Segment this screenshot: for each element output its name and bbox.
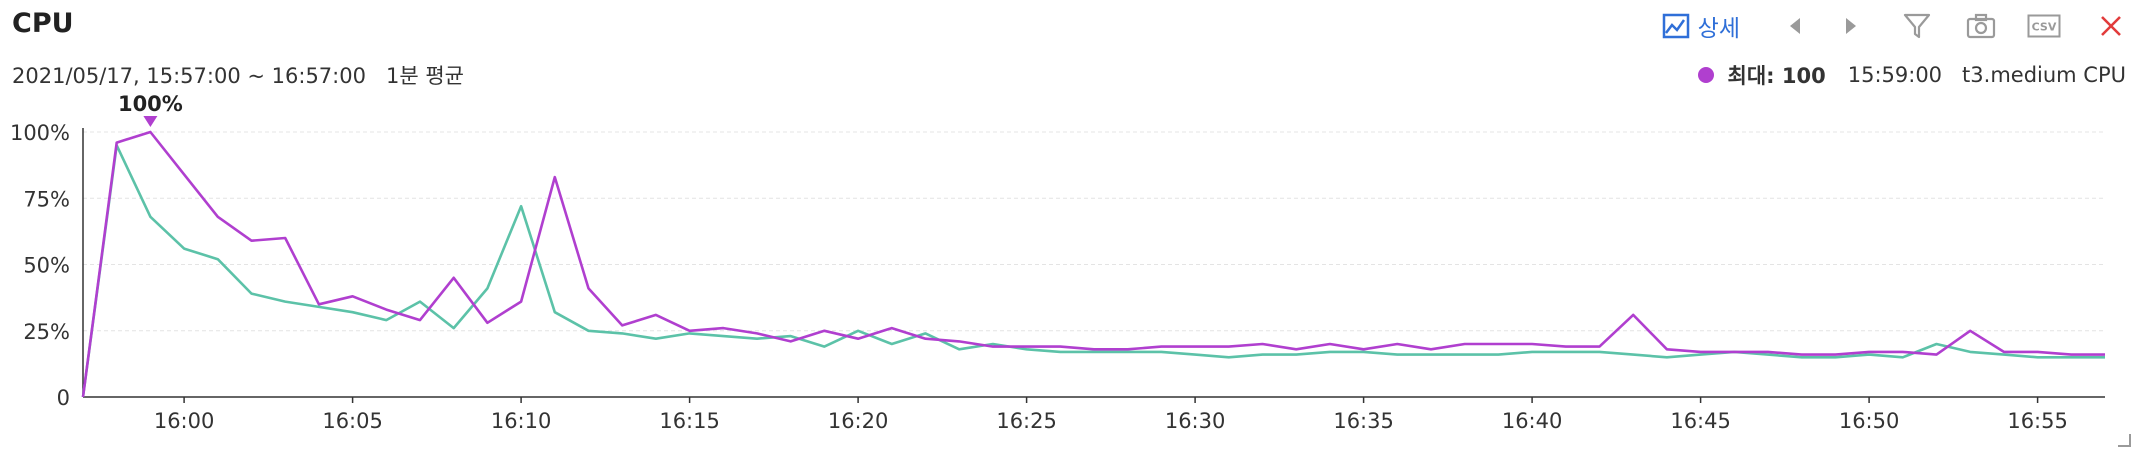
x-tick-label: 16:15 bbox=[659, 409, 720, 433]
svg-text:CSV: CSV bbox=[2032, 21, 2057, 34]
y-tick-label: 50% bbox=[23, 254, 70, 278]
x-tick-label: 16:05 bbox=[322, 409, 383, 433]
time-range-label: 2021/05/17, 15:57:00 ~ 16:57:00 1분 평균 bbox=[12, 64, 464, 88]
detail-button[interactable]: 상세 bbox=[1662, 8, 1740, 44]
chart-title: CPU bbox=[12, 8, 74, 39]
chevron-left-icon[interactable] bbox=[1780, 8, 1810, 44]
legend-swatch bbox=[1697, 67, 1714, 83]
y-tick-label: 75% bbox=[23, 187, 70, 211]
x-tick-label: 16:00 bbox=[154, 409, 215, 433]
resize-handle[interactable] bbox=[2116, 432, 2132, 448]
max-annotation-label: 100% bbox=[118, 92, 183, 116]
x-tick-label: 16:30 bbox=[1165, 409, 1226, 433]
series-line-1 bbox=[81, 130, 2105, 398]
max-marker bbox=[143, 116, 158, 127]
legend-max-time: 15:59:00 bbox=[1847, 63, 1943, 87]
camera-icon[interactable] bbox=[1964, 8, 1998, 44]
x-tick-label: 16:45 bbox=[1670, 409, 1731, 433]
x-tick-label: 16:25 bbox=[996, 409, 1057, 433]
filter-icon[interactable] bbox=[1900, 8, 1934, 44]
csv-icon[interactable]: CSV bbox=[2026, 8, 2062, 44]
x-tick-label: 16:35 bbox=[1333, 409, 1394, 433]
chevron-right-icon[interactable] bbox=[1836, 8, 1866, 44]
close-icon[interactable] bbox=[2096, 8, 2126, 44]
x-tick-label: 16:50 bbox=[1839, 409, 1900, 433]
legend: 최대: 100 15:59:00 t3.medium CPU bbox=[1697, 60, 2126, 90]
y-tick-label: 0 bbox=[57, 386, 70, 410]
x-tick-label: 16:55 bbox=[2007, 409, 2068, 433]
detail-label: 상세 bbox=[1697, 16, 1740, 42]
legend-max-value: 최대: 100 bbox=[1727, 64, 1826, 88]
legend-series-label: t3.medium CPU bbox=[1962, 63, 2126, 87]
series-line-0 bbox=[81, 144, 2105, 398]
x-tick-label: 16:10 bbox=[491, 409, 552, 433]
y-tick-label: 25% bbox=[23, 320, 70, 344]
chart-detail-icon bbox=[1662, 13, 1690, 39]
y-tick-label: 100% bbox=[10, 121, 70, 145]
chart-toolbar: 상세 CSV bbox=[1662, 8, 2126, 44]
x-tick-label: 16:40 bbox=[1502, 409, 1563, 433]
x-tick-label: 16:20 bbox=[828, 409, 889, 433]
